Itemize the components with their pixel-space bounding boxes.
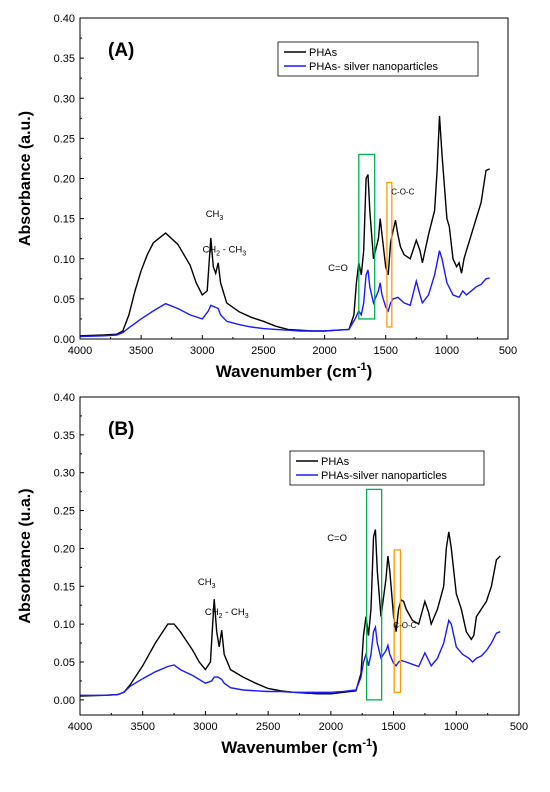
y-tick-label: 0.25 [54, 506, 75, 518]
x-tick-label: 2000 [312, 345, 336, 357]
peak-annotation: C-O-C [391, 188, 414, 197]
x-tick-label: 3500 [130, 721, 154, 733]
y-tick-label: 0.35 [54, 430, 75, 442]
x-axis-title: Wavenumber (cm-1) [216, 361, 373, 381]
y-tick-label: 0.00 [54, 695, 75, 707]
y-tick-label: 0.30 [54, 468, 75, 480]
legend-label: PHAs [321, 456, 350, 468]
y-tick-label: 0.30 [54, 93, 75, 105]
carbonyl-highlight-box [365, 488, 383, 701]
panel-label: (B) [108, 419, 134, 440]
legend-label: PHAs-silver nanoparticles [321, 470, 447, 482]
series-line-phas [80, 115, 490, 337]
legend-box [289, 450, 485, 486]
y-tick-label: 0.15 [54, 214, 75, 226]
y-tick-label: 0.10 [54, 254, 75, 266]
panel-a: 4000 3500 3000 2500 2000 1500 1000 500 0.00 0.05 0… [17, 13, 517, 381]
x-tick-label: 2500 [256, 721, 280, 733]
series-line-phas-silver-nanoparticles [80, 250, 490, 338]
peak-annotation: CH3 [206, 209, 224, 222]
x-tick-label: 1000 [435, 345, 459, 357]
x-tick-label: 1500 [381, 721, 405, 733]
y-tick-label: 0.10 [54, 619, 75, 631]
x-axis-title: Wavenumber (cm-1) [221, 737, 378, 757]
y-tick-label: 0.05 [54, 294, 75, 306]
x-tick-label: 2000 [319, 721, 343, 733]
x-tick-label: 500 [499, 345, 517, 357]
x-tick-label: 2500 [251, 345, 275, 357]
series-line-phas-silver-nanoparticles [80, 618, 501, 696]
x-tick-label: 3500 [129, 345, 153, 357]
panel-b: 4000 3500 3000 2500 2000 1500 1000 500 0.00 0.05 0… [17, 392, 528, 757]
y-tick-label: 0.25 [54, 133, 75, 145]
x-tick-label: 4000 [68, 345, 92, 357]
y-tick-label: 0.15 [54, 581, 75, 593]
x-tick-label: 1000 [444, 721, 468, 733]
y-axis-title: Absorbance (u.a.) [17, 488, 34, 623]
panel-label: (A) [108, 40, 134, 61]
y-tick-label: 0.05 [54, 657, 75, 669]
series-line-phas [80, 529, 501, 697]
y-tick-label: 0.00 [54, 334, 75, 346]
peak-annotation: C=O [327, 533, 347, 544]
x-tick-label: 4000 [68, 721, 92, 733]
peak-annotation: CH3 [198, 577, 216, 590]
x-tick-label: 500 [510, 721, 528, 733]
x-tick-label: 1500 [373, 345, 397, 357]
peak-annotation: C-O-C [393, 621, 416, 630]
ester-highlight-box [386, 181, 393, 328]
legend-box [277, 41, 479, 77]
y-axis-title: Absorbance (a.u.) [17, 111, 34, 246]
y-tick-label: 0.20 [54, 543, 75, 555]
y-tick-label: 0.40 [54, 392, 75, 404]
peak-annotation: C=O [328, 263, 348, 274]
x-tick-label: 3000 [190, 345, 214, 357]
plot-frame [79, 396, 520, 716]
peak-annotation: CH2 - CH3 [205, 607, 249, 620]
y-tick-label: 0.35 [54, 53, 75, 65]
y-tick-label: 0.40 [54, 13, 75, 25]
carbonyl-highlight-box [358, 153, 376, 320]
legend-label: PHAs [309, 47, 338, 59]
y-tick-label: 0.20 [54, 174, 75, 186]
x-tick-label: 3000 [193, 721, 217, 733]
legend-label: PHAs- silver nanoparticles [309, 61, 438, 73]
peak-annotation: CH2 - CH3 [202, 244, 246, 257]
ester-highlight-box [393, 549, 402, 693]
